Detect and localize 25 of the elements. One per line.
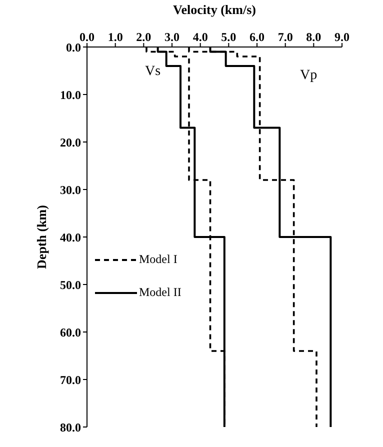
x-tick-label: 1.0 [108, 30, 123, 44]
y-axis-title: Depth (km) [34, 205, 50, 269]
x-tick-label: 3.0 [164, 30, 180, 44]
annotation: Vs [145, 64, 161, 80]
legend-label: Model I [139, 252, 178, 267]
x-tick-label: 4.0 [192, 30, 208, 44]
y-tick-label: 70.0 [60, 372, 81, 387]
y-tick-label: 0.0 [66, 40, 81, 54]
annotation: Vp [300, 68, 318, 84]
x-tick-label: 0.0 [80, 30, 94, 44]
legend-label: Model II [139, 285, 182, 300]
y-tick-label: 30.0 [60, 182, 81, 197]
x-tick-label: 6.0 [250, 30, 264, 44]
x-tick-label: 8.0 [306, 30, 322, 44]
y-tick-label: 40.0 [60, 230, 81, 244]
x-axis-title: Velocity (km/s) [172, 2, 257, 18]
x-tick-label: 7.0 [278, 30, 293, 44]
y-tick-label: 80.0 [60, 420, 81, 434]
x-tick-label: 9.0 [334, 30, 350, 44]
y-tick-label: 50.0 [60, 278, 81, 292]
y-tick-label: 60.0 [60, 325, 81, 340]
y-tick-label: 20.0 [60, 135, 81, 150]
x-tick-label: 5.0 [221, 30, 236, 44]
y-tick-label: 10.0 [60, 88, 81, 102]
x-tick-label: 2.0 [136, 30, 152, 44]
